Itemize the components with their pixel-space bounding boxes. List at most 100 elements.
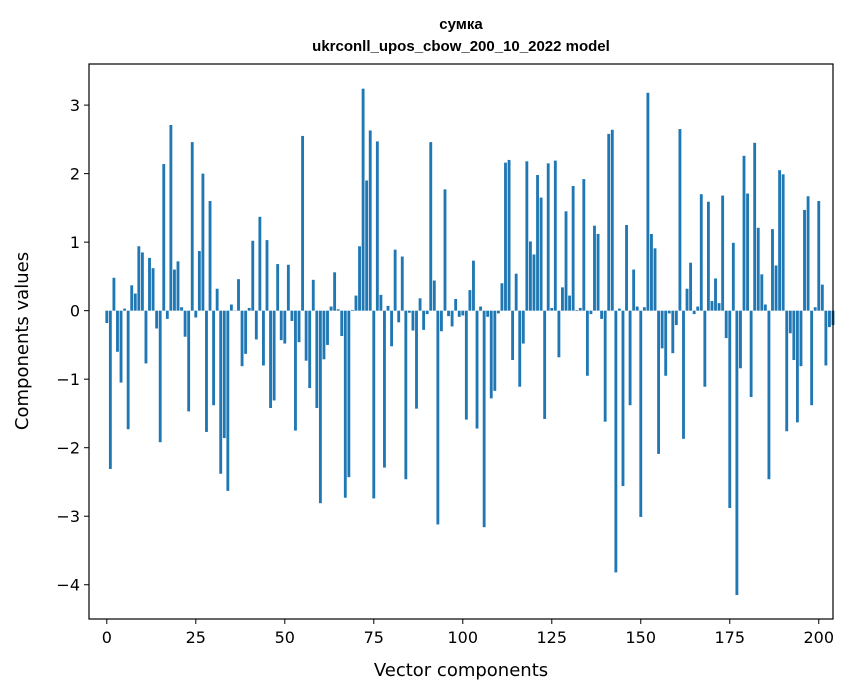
bar bbox=[735, 311, 738, 595]
bar bbox=[550, 308, 553, 311]
bar bbox=[540, 198, 543, 311]
bar bbox=[333, 272, 336, 310]
bar bbox=[461, 311, 464, 316]
bar bbox=[440, 311, 443, 332]
bar bbox=[789, 311, 792, 334]
bar bbox=[308, 311, 311, 388]
bar bbox=[387, 306, 390, 311]
bar bbox=[486, 311, 489, 317]
bar bbox=[365, 180, 368, 310]
bar bbox=[590, 311, 593, 314]
bar bbox=[522, 311, 525, 344]
bar bbox=[166, 311, 169, 319]
bar bbox=[237, 279, 240, 311]
bar bbox=[344, 311, 347, 498]
bar bbox=[458, 311, 461, 317]
bar bbox=[376, 141, 379, 310]
bar bbox=[194, 311, 197, 318]
bar bbox=[575, 310, 578, 311]
chart-title: сумка bbox=[439, 16, 483, 33]
bar bbox=[394, 250, 397, 311]
y-tick-label: −3 bbox=[56, 507, 80, 526]
bar bbox=[600, 311, 603, 319]
bar bbox=[782, 174, 785, 310]
bar bbox=[280, 311, 283, 340]
bar bbox=[739, 311, 742, 369]
bar bbox=[654, 248, 657, 310]
bar bbox=[137, 246, 140, 310]
bar bbox=[817, 201, 820, 311]
bar bbox=[145, 311, 148, 364]
bar bbox=[301, 136, 304, 311]
bar bbox=[184, 311, 187, 337]
bar bbox=[369, 130, 372, 310]
x-tick-label: 175 bbox=[714, 628, 745, 647]
bar bbox=[191, 142, 194, 311]
bar bbox=[433, 281, 436, 311]
bar bbox=[258, 217, 261, 311]
bar bbox=[390, 311, 393, 347]
bar bbox=[358, 246, 361, 310]
bar bbox=[565, 211, 568, 310]
bar bbox=[436, 311, 439, 525]
bar bbox=[201, 174, 204, 311]
bar bbox=[743, 156, 746, 311]
bar bbox=[397, 311, 400, 323]
bar bbox=[120, 311, 123, 383]
x-tick-label: 200 bbox=[803, 628, 834, 647]
bar bbox=[109, 311, 112, 469]
bar bbox=[355, 296, 358, 311]
bar bbox=[639, 311, 642, 517]
bar bbox=[714, 278, 717, 310]
bar bbox=[323, 311, 326, 360]
bar bbox=[543, 311, 546, 419]
bar bbox=[216, 289, 219, 311]
bar bbox=[479, 307, 482, 311]
bar bbox=[169, 125, 172, 311]
bar bbox=[347, 311, 350, 478]
bar bbox=[501, 283, 504, 310]
bar bbox=[828, 311, 831, 327]
bar bbox=[412, 311, 415, 331]
bar bbox=[593, 226, 596, 311]
bar bbox=[372, 311, 375, 499]
y-tick-label: −1 bbox=[56, 370, 80, 389]
bar bbox=[429, 142, 432, 311]
bar bbox=[177, 261, 180, 310]
bar bbox=[404, 311, 407, 480]
bar bbox=[682, 311, 685, 439]
y-tick-label: 1 bbox=[70, 233, 80, 252]
bar bbox=[383, 311, 386, 468]
chart-subtitle: ukrconll_upos_cbow_200_10_2022 model bbox=[312, 38, 610, 55]
bar bbox=[276, 264, 279, 311]
bar bbox=[664, 311, 667, 376]
bar bbox=[579, 308, 582, 311]
bar bbox=[490, 311, 493, 399]
bar bbox=[728, 311, 731, 508]
bar bbox=[725, 311, 728, 338]
bar bbox=[668, 311, 671, 314]
bar bbox=[312, 280, 315, 311]
bar bbox=[262, 311, 265, 366]
bar bbox=[533, 254, 536, 310]
bar bbox=[255, 311, 258, 340]
bar bbox=[572, 186, 575, 311]
bar bbox=[661, 311, 664, 349]
bar bbox=[778, 170, 781, 310]
bar bbox=[152, 268, 155, 310]
bar bbox=[785, 311, 788, 432]
bar bbox=[557, 311, 560, 358]
bar bbox=[618, 309, 621, 311]
bar bbox=[800, 311, 803, 367]
x-tick-label: 150 bbox=[625, 628, 656, 647]
bar bbox=[700, 194, 703, 310]
bar bbox=[251, 241, 254, 311]
bar bbox=[792, 311, 795, 360]
bar bbox=[241, 311, 244, 367]
bar bbox=[159, 311, 162, 443]
bar bbox=[337, 309, 340, 310]
bar bbox=[586, 311, 589, 376]
bar bbox=[415, 311, 418, 409]
